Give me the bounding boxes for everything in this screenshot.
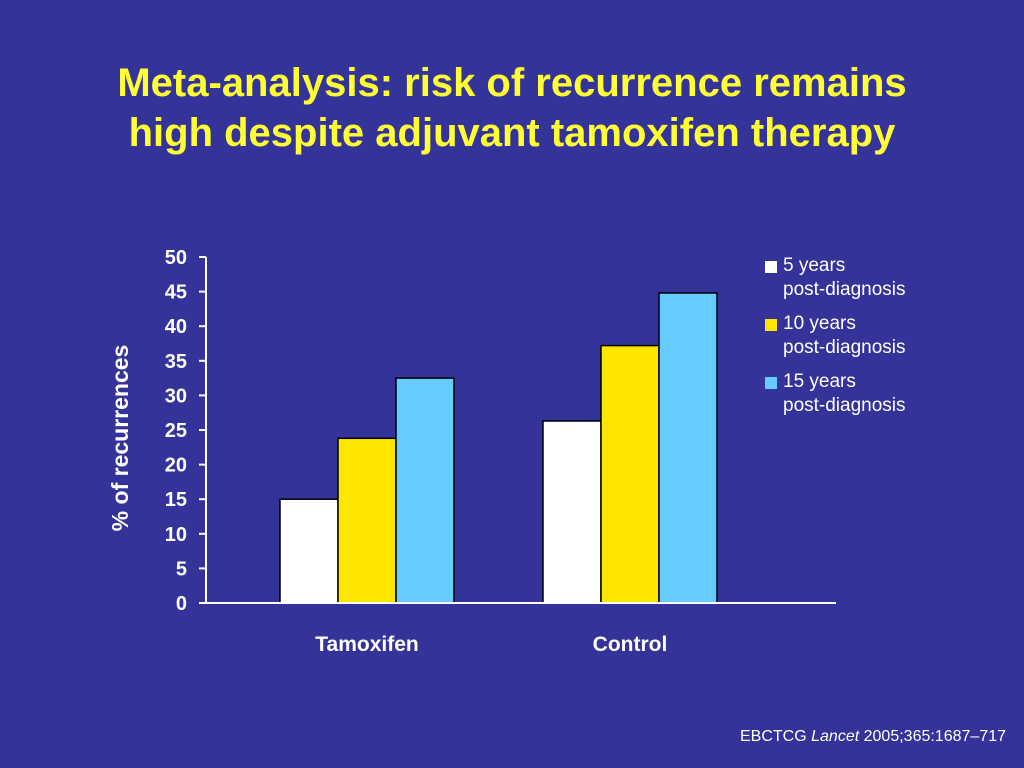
x-category-label: Tamoxifen (315, 633, 418, 656)
legend-swatch (765, 261, 777, 273)
citation-prefix: EBCTCG (740, 728, 807, 745)
title-line-2: high despite adjuvant tamoxifen therapy (128, 111, 896, 155)
x-category-label: Control (593, 633, 668, 656)
y-tick-label: 15 (165, 489, 187, 511)
legend-item: 10 years post-diagnosis (765, 312, 906, 360)
y-tick-label: 5 (176, 558, 187, 580)
y-tick-label: 0 (176, 593, 187, 615)
bar-tamoxifen-series-3 (395, 377, 455, 604)
y-tick-label: 50 (165, 247, 187, 269)
legend-label: 5 years post-diagnosis (783, 255, 906, 300)
citation-suffix: 2005;365:1687–717 (863, 728, 1006, 745)
y-tick-label: 10 (165, 524, 187, 546)
y-axis: 0 5 10 15 20 25 30 35 40 45 50 (165, 247, 207, 615)
bars (279, 292, 718, 604)
title-line-1: Meta-analysis: risk of recurrence remain… (117, 61, 907, 105)
y-tick-label: 25 (165, 420, 187, 442)
bar-tamoxifen-series-1 (279, 498, 339, 604)
x-axis: Tamoxifen Control (206, 602, 836, 656)
y-tick-label: 30 (165, 385, 187, 407)
legend-item: 5 years post-diagnosis (765, 254, 906, 302)
legend-item: 15 years post-diagnosis (765, 370, 906, 418)
bar-tamoxifen-series-2 (337, 437, 397, 604)
legend-label: 10 years post-diagnosis (783, 313, 906, 358)
y-axis-label: % of recurrences (107, 345, 133, 532)
y-tick-label: 35 (165, 351, 187, 373)
slide-title: Meta-analysis: risk of recurrence remain… (0, 58, 1024, 158)
bar-control-series-2 (600, 344, 660, 604)
y-tick-label: 20 (165, 455, 187, 477)
legend-swatch (765, 377, 777, 389)
legend-label: 15 years post-diagnosis (783, 371, 906, 416)
citation-journal: Lancet (811, 728, 860, 745)
legend-swatch (765, 319, 777, 331)
citation: EBCTCG Lancet 2005;365:1687–717 (740, 728, 1006, 746)
y-tick-label: 40 (165, 316, 187, 338)
bar-control-series-3 (658, 292, 718, 604)
y-tick-label: 45 (165, 282, 187, 304)
bar-control-series-1 (542, 420, 602, 604)
legend: 5 years post-diagnosis 10 years post-diag… (765, 254, 906, 428)
